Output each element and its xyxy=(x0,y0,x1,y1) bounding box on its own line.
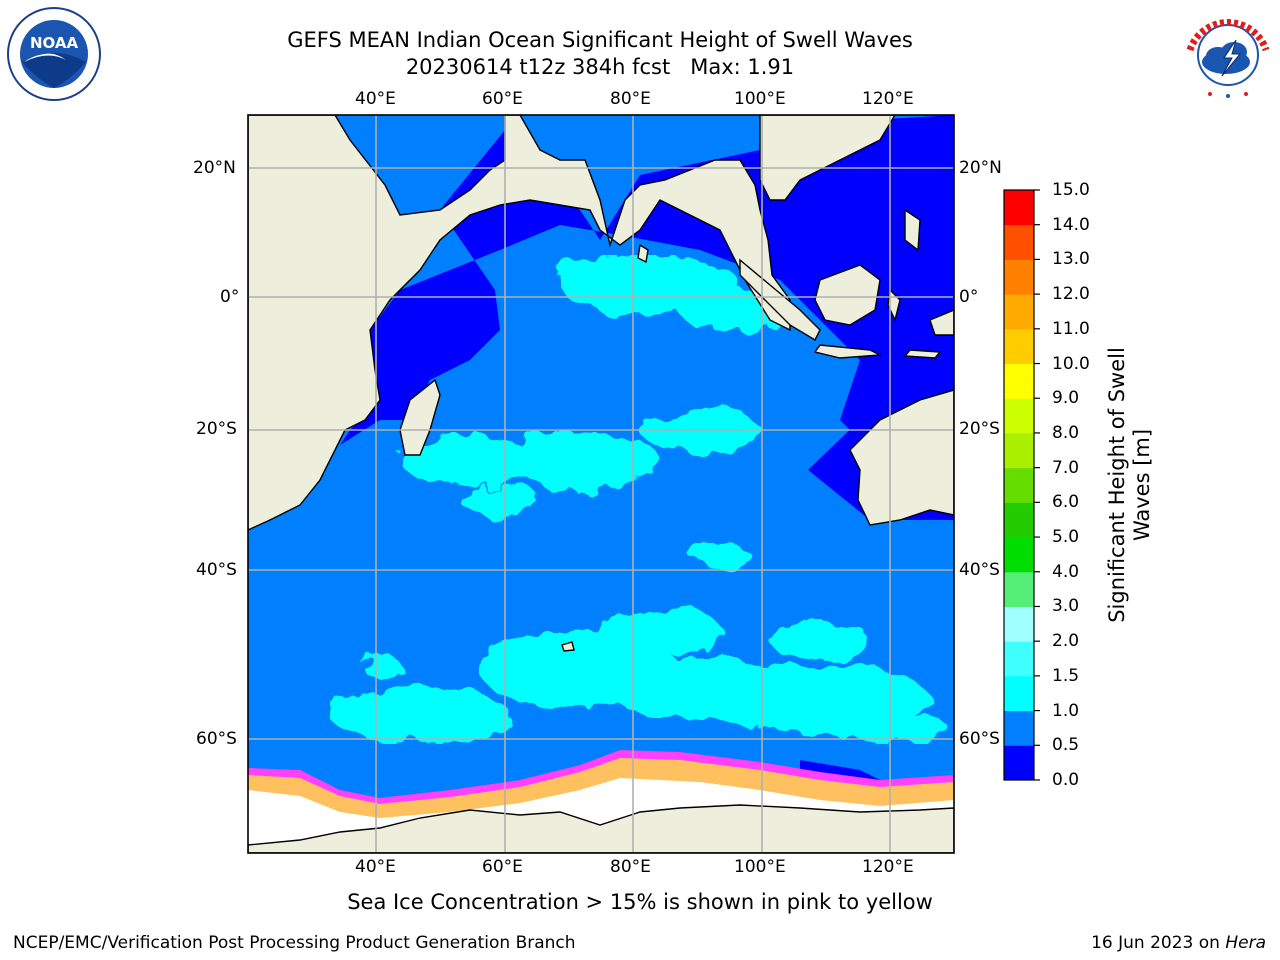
sea-ice-edge-pink xyxy=(248,750,954,810)
lon-tick-top: 120°E xyxy=(862,89,914,109)
colorbar-tick-label: 8.0 xyxy=(1052,422,1080,443)
colorbar-segment xyxy=(1004,328,1034,365)
lon-tick-top: 60°E xyxy=(482,89,523,109)
map-area xyxy=(248,115,954,853)
lon-tick-bottom: 100°E xyxy=(734,857,786,877)
colorbar-segment xyxy=(1004,710,1034,746)
footer-credit: NCEP/EMC/Verification Post Processing Pr… xyxy=(13,933,576,953)
colorbar-segment xyxy=(1004,745,1034,781)
colorbar-tick-label: 3.0 xyxy=(1052,596,1080,617)
colorbar-tick-label: 7.0 xyxy=(1052,457,1080,478)
lat-tick-right: 0° xyxy=(959,287,979,307)
colorbar-segment xyxy=(1004,224,1034,260)
lon-tick-bottom: 40°E xyxy=(355,857,396,877)
lat-tick-left: 60°S xyxy=(196,729,237,749)
colorbar-frame xyxy=(1003,189,1035,781)
noaa-logo: NOAA xyxy=(4,6,104,106)
colorbar-segment xyxy=(1004,398,1034,434)
colorbar-segment xyxy=(1004,467,1034,503)
lon-tick-top: 100°E xyxy=(734,89,786,109)
colorbar-segment xyxy=(1004,363,1034,399)
colorbar-segment xyxy=(1004,606,1034,642)
chart-subtitle: 20230614 t12z 384h fcst Max: 1.91 xyxy=(405,55,795,79)
colorbar-segment xyxy=(1004,571,1034,607)
footer-date: 16 Jun 2023 on Hera xyxy=(1091,933,1266,953)
colorbar-segment xyxy=(1004,432,1034,469)
colorbar-segment xyxy=(1004,675,1034,712)
graticule xyxy=(248,115,954,853)
colorbar-tick-label: 9.0 xyxy=(1052,388,1080,409)
lat-tick-left: 40°S xyxy=(196,560,237,580)
colorbar-segment xyxy=(1004,259,1034,295)
lat-tick-left: 20°S xyxy=(196,419,237,439)
colorbar-tick-label: 5.0 xyxy=(1052,527,1080,548)
colorbar-tick-label: 6.0 xyxy=(1052,492,1080,513)
colorbar-segment xyxy=(1004,294,1034,330)
colorbar-tick-label: 14.0 xyxy=(1052,214,1090,235)
colorbar-tick-label: 4.0 xyxy=(1052,561,1080,582)
colorbar-segment xyxy=(1004,190,1034,226)
colorbar xyxy=(1004,189,1040,781)
colorbar-segment xyxy=(1004,537,1034,573)
land xyxy=(248,115,954,853)
colorbar-tick-label: 1.5 xyxy=(1052,665,1080,686)
lon-tick-top: 80°E xyxy=(610,89,651,109)
colorbar-tick-label: 0.0 xyxy=(1052,770,1080,790)
colorbar-tick-label: 11.0 xyxy=(1052,318,1090,339)
lon-tick-bottom: 80°E xyxy=(610,857,651,877)
colorbar-segment xyxy=(1004,641,1034,677)
lon-tick-bottom: 60°E xyxy=(482,857,523,877)
nws-logo xyxy=(1178,10,1278,104)
colorbar-tick-label: 2.0 xyxy=(1052,631,1080,652)
colorbar-tick-label: 12.0 xyxy=(1052,284,1090,305)
lat-tick-left: 0° xyxy=(220,287,240,307)
colorbar-segment xyxy=(1004,502,1034,538)
colorbar-tick-label: 1.0 xyxy=(1052,700,1080,721)
lat-tick-right: 40°S xyxy=(959,560,1000,580)
colorbar-label-line1: Significant Height of Swell xyxy=(1105,347,1129,623)
colorbar-label-line2: Waves [m] xyxy=(1130,428,1154,542)
lat-tick-left: 20°N xyxy=(193,158,236,178)
colorbar-tick-label: 15.0 xyxy=(1052,180,1090,200)
sea-ice-note: Sea Ice Concentration > 15% is shown in … xyxy=(347,890,933,914)
footer-date-text: 16 Jun 2023 on xyxy=(1091,933,1226,953)
svg-text:NOAA: NOAA xyxy=(30,34,79,52)
lat-tick-right: 20°S xyxy=(959,419,1000,439)
lat-tick-right: 20°N xyxy=(959,158,1002,178)
lat-tick-right: 60°S xyxy=(959,729,1000,749)
lon-tick-top: 40°E xyxy=(355,89,396,109)
colorbar-tick-label: 0.5 xyxy=(1052,735,1080,756)
colorbar-tick-label: 13.0 xyxy=(1052,249,1090,270)
map-frame xyxy=(247,114,955,854)
lon-tick-bottom: 120°E xyxy=(862,857,914,877)
colorbar-tick-label: 10.0 xyxy=(1052,353,1090,374)
footer-host: Hera xyxy=(1225,933,1266,953)
chart-title: GEFS MEAN Indian Ocean Significant Heigh… xyxy=(287,28,913,52)
